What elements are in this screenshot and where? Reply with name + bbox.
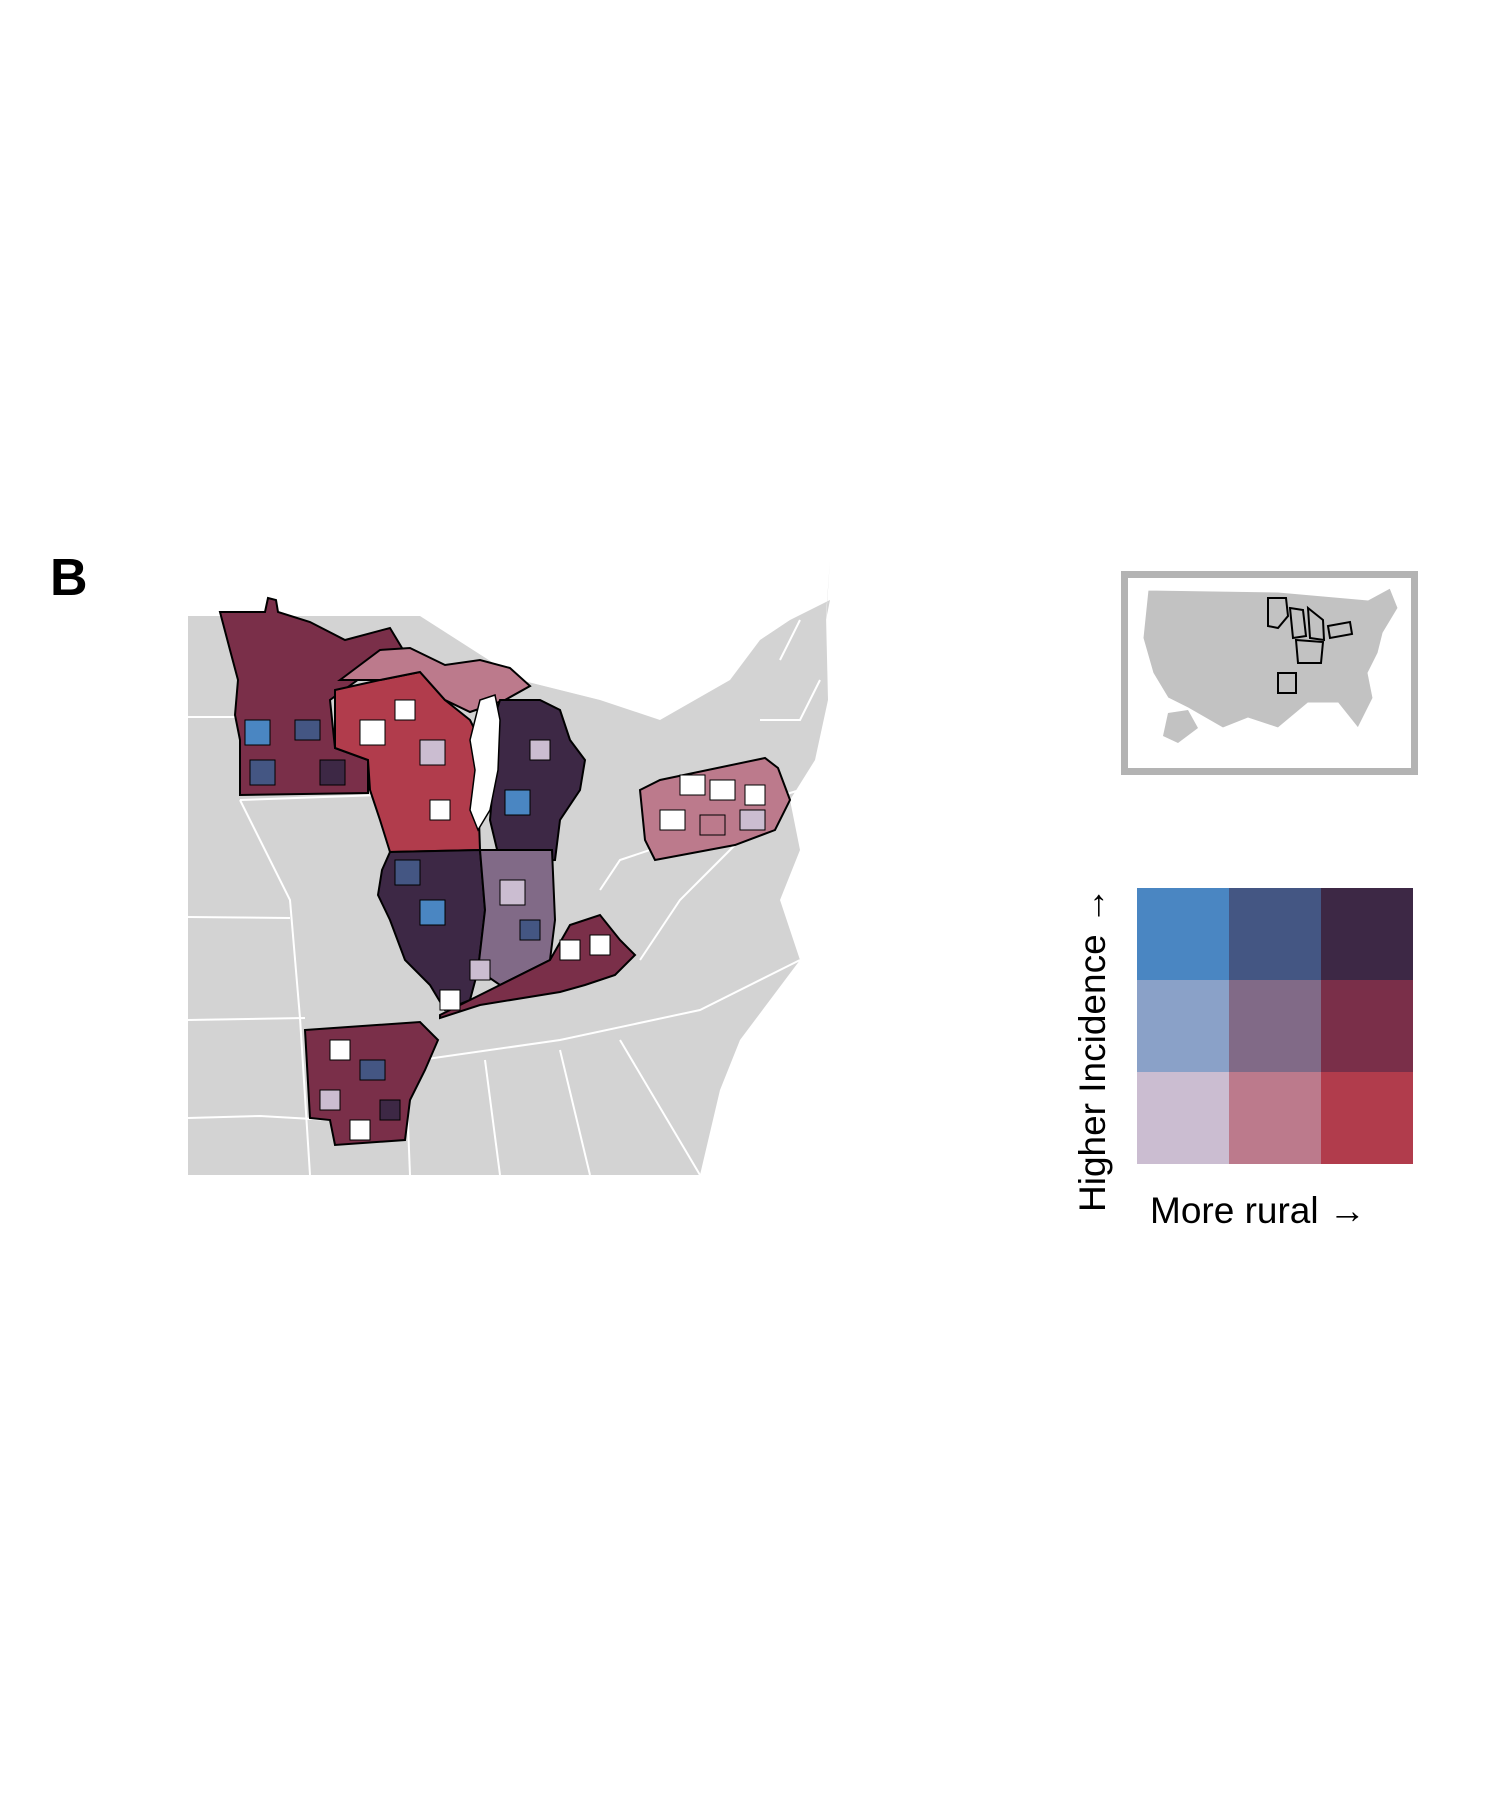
bivariate-legend bbox=[1137, 888, 1413, 1164]
legend-x-label: More rural → bbox=[1150, 1190, 1366, 1231]
highlighted-states bbox=[1267, 597, 1354, 694]
state-pennsylvania bbox=[638, 756, 792, 862]
state-michigan-up bbox=[337, 646, 532, 714]
legend-cell bbox=[1321, 980, 1413, 1072]
us-outline-map bbox=[1142, 587, 1399, 743]
legend-cell bbox=[1137, 888, 1229, 980]
legend-cell bbox=[1229, 888, 1321, 980]
county-patches bbox=[244, 699, 766, 1141]
legend-cell bbox=[1321, 888, 1413, 980]
alaska bbox=[1163, 710, 1198, 743]
legend-cell bbox=[1229, 980, 1321, 1072]
legend-cell bbox=[1229, 1072, 1321, 1164]
legend-cell bbox=[1137, 1072, 1229, 1164]
lake-michigan bbox=[469, 694, 501, 832]
legend-y-label: Higher Incidence → bbox=[1072, 887, 1113, 1212]
contiguous-us bbox=[1142, 587, 1399, 729]
legend-cell bbox=[1137, 980, 1229, 1072]
legend-cell bbox=[1321, 1072, 1413, 1164]
state-kentucky bbox=[439, 913, 637, 1020]
us-locator-inset bbox=[1121, 571, 1418, 775]
panel-label: B bbox=[50, 549, 88, 607]
state-minnesota bbox=[218, 596, 404, 797]
